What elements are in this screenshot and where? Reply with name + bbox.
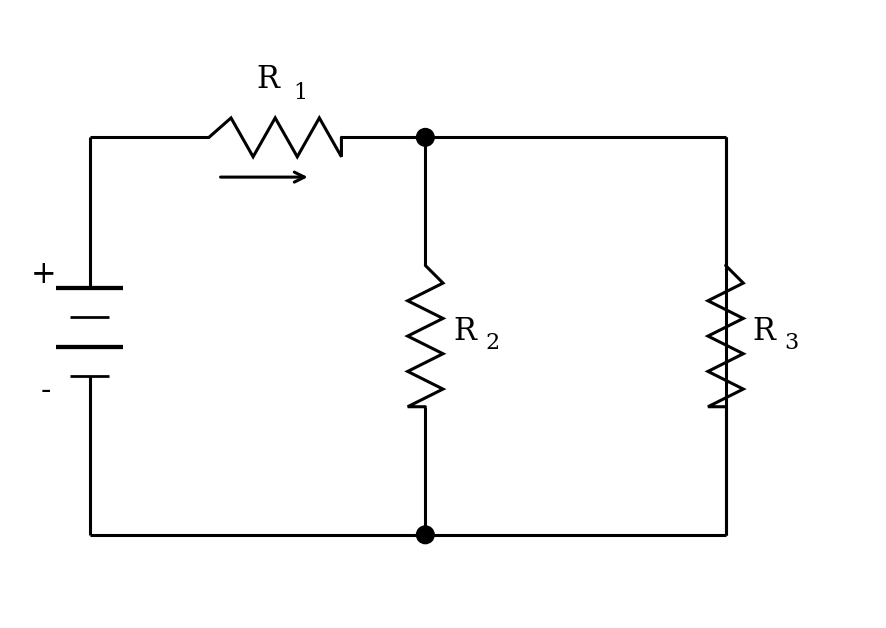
Text: R: R bbox=[752, 316, 775, 347]
Text: R: R bbox=[454, 316, 477, 347]
Text: 1: 1 bbox=[293, 82, 307, 104]
Circle shape bbox=[416, 526, 434, 544]
Circle shape bbox=[416, 129, 434, 146]
Text: 3: 3 bbox=[784, 332, 798, 354]
Text: 2: 2 bbox=[486, 332, 500, 354]
Text: -: - bbox=[41, 376, 51, 406]
Text: +: + bbox=[31, 259, 57, 290]
Text: R: R bbox=[257, 64, 280, 95]
